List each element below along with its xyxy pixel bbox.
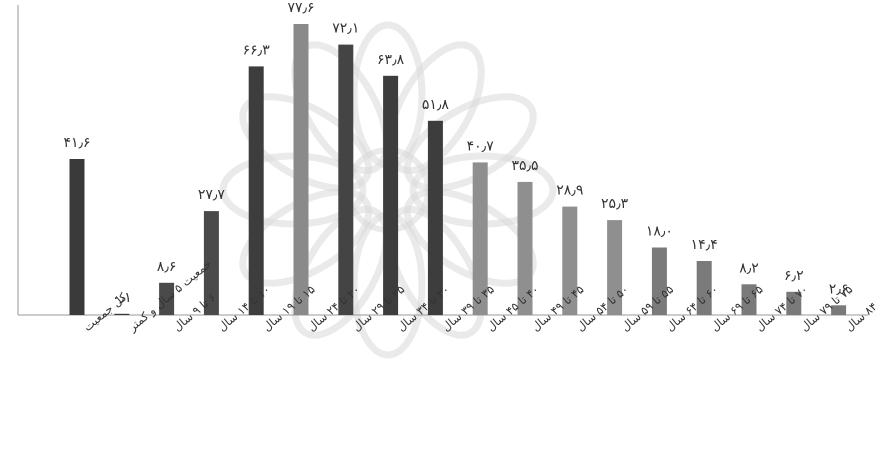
- bar: [338, 44, 354, 315]
- data-label: ۲۵٫۳: [601, 196, 629, 212]
- bar: [203, 211, 219, 315]
- data-label: ۶۶٫۳: [243, 42, 271, 58]
- data-label: ۲٫۶: [829, 281, 849, 297]
- bar: [383, 75, 399, 316]
- watermark-petal: [291, 205, 390, 339]
- bar: [159, 282, 175, 316]
- data-label: ۷۲٫۱: [332, 21, 359, 37]
- bar: [427, 120, 443, 316]
- bar: [562, 206, 578, 315]
- bar: [69, 159, 85, 315]
- data-label: ۲۷٫۷: [198, 187, 226, 203]
- watermark-petal: [219, 152, 367, 228]
- bar: [472, 162, 488, 315]
- x-tick-label: کل جمعیت: [81, 290, 130, 334]
- data-label: ۳۵٫۵: [511, 158, 538, 174]
- data-label: ۸٫۶: [157, 259, 177, 275]
- bar: [114, 313, 130, 315]
- bar: [741, 284, 757, 315]
- watermark-petal: [386, 41, 485, 175]
- data-label: ۱۸٫۰: [646, 224, 673, 240]
- watermark-petal: [239, 93, 373, 192]
- bar: [831, 305, 847, 316]
- data-label: ۴۱٫۶: [63, 135, 90, 151]
- bar: [517, 181, 533, 315]
- data-label: ۶٫۲: [784, 268, 804, 284]
- bars-group: [69, 24, 847, 316]
- data-label: ۱۴٫۴: [691, 237, 718, 253]
- data-label: ۵۱٫۸: [422, 97, 450, 113]
- data-label: ۷۷٫۶: [287, 0, 314, 16]
- data-label: ۰٫۱: [112, 290, 132, 306]
- data-label: ۸٫۲: [739, 260, 759, 276]
- bar: [696, 261, 712, 315]
- data-label: ۲۸٫۹: [556, 183, 583, 199]
- data-label: ۶۳٫۸: [377, 52, 405, 68]
- bar: [651, 247, 667, 315]
- bar: [607, 220, 623, 315]
- bar: [786, 291, 802, 316]
- bar: [248, 66, 264, 316]
- watermark-petal: [239, 188, 373, 287]
- value-labels-group: ۴۱٫۶ ۰٫۱ ۸٫۶ ۲۷٫۷ ۶۶٫۳ ۷۷٫۶ ۷۲٫۱ ۶۳٫۸ ۵۱٫۸ ۴۰٫۷ ۳۵…: [63, 0, 848, 306]
- bar: [293, 24, 309, 315]
- data-label: ۴۰٫۷: [467, 138, 495, 154]
- watermark-petal: [386, 205, 485, 339]
